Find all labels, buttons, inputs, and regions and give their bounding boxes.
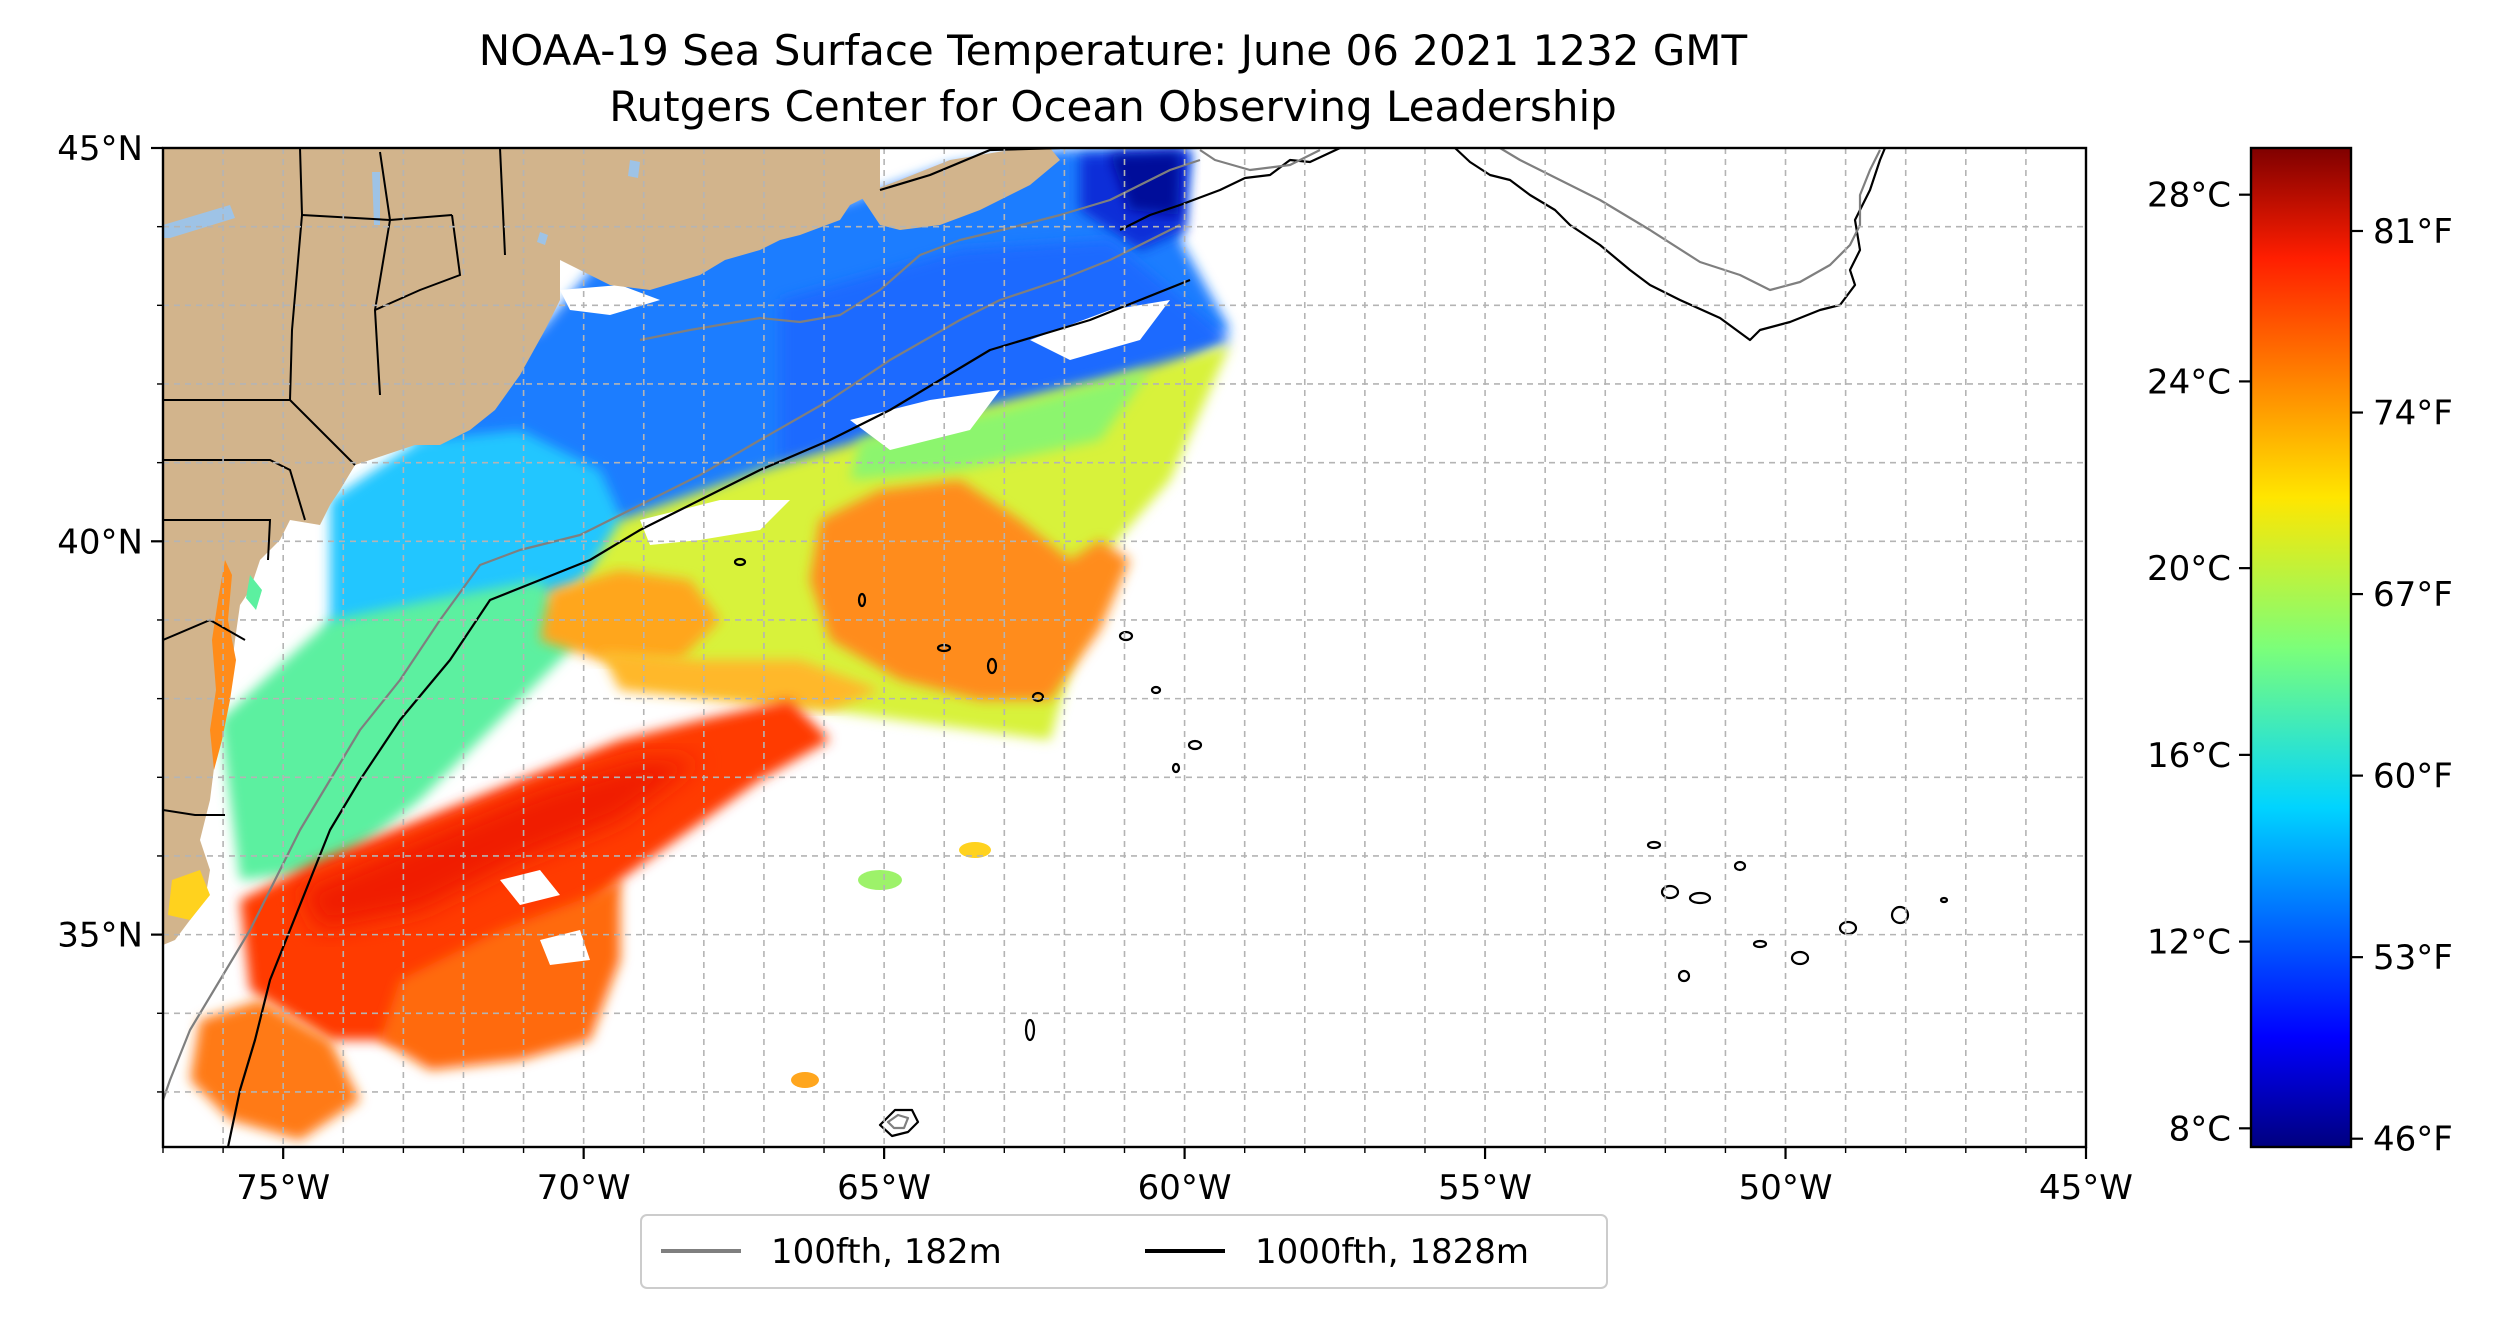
figure-title-line2: Rutgers Center for Ocean Observing Leade… <box>609 82 1617 131</box>
lon-tick-label: 65°W <box>837 1168 931 1208</box>
sst-isolated-patch-3 <box>791 1072 819 1088</box>
colorbar-celsius-label: 20°C <box>2147 549 2231 589</box>
pamlico-sound <box>168 870 210 920</box>
sst-isolated-patch-2 <box>959 842 991 858</box>
colorbar-fahrenheit-label: 46°F <box>2373 1120 2453 1160</box>
legend-label-1000fth: 1000fth, 1828m <box>1255 1232 1529 1272</box>
legend-label-100fth: 100fth, 182m <box>771 1232 1002 1272</box>
colorbar-celsius-label: 12°C <box>2147 923 2231 963</box>
colorbar-gradient <box>2249 146 2353 1149</box>
map-gridlines <box>163 148 2086 1147</box>
lake-ontario-edge <box>163 205 235 238</box>
isobath-1000fth-main <box>226 278 1191 1147</box>
land-north-america <box>163 148 880 945</box>
cloud-gap-6 <box>540 930 590 965</box>
colorbar-fahrenheit-axis: 46°F 53°F 60°F 67°F 74°F 81°F <box>2351 212 2453 1160</box>
isobath-100fth-gulf-maine <box>639 158 1201 342</box>
legend-box <box>640 1214 1608 1289</box>
cloud-gap-2 <box>850 390 1000 450</box>
bermuda-outline <box>878 1108 920 1138</box>
colorbar-celsius-label: 28°C <box>2147 176 2231 216</box>
colorbar-fahrenheit-label: 81°F <box>2373 212 2453 252</box>
colorbar-fahrenheit-label: 67°F <box>2373 575 2453 615</box>
sst-isolated-patch <box>858 870 902 890</box>
sst-green-shelf-south <box>220 580 580 880</box>
colorbar-celsius-axis: 8°C 12°C 16°C 20°C 24°C 28°C <box>2147 176 2251 1149</box>
land-nova-scotia <box>860 148 1060 230</box>
isobath-100fth-north <box>1199 148 1881 292</box>
lon-tick-label: 60°W <box>1138 1168 1232 1208</box>
colorbar-celsius-label: 8°C <box>2169 1109 2231 1149</box>
colorbar-celsius-label: 24°C <box>2147 362 2231 402</box>
sst-swath <box>190 150 1230 1140</box>
colorbar-fahrenheit-label: 60°F <box>2373 757 2453 797</box>
lat-tick-label: 40°N <box>57 522 143 562</box>
bermuda-shelf <box>886 1113 910 1130</box>
lake-champlain <box>372 172 380 225</box>
sst-green-slope <box>850 370 1150 480</box>
cloud-gap-5 <box>500 870 560 905</box>
colorbar: 8°C 12°C 16°C 20°C 24°C 28°C 46°F 53°F 60°F 67°F… <box>2147 146 2453 1160</box>
latitude-axis: 45°N 40°N 35°N <box>57 129 163 1093</box>
longitude-axis: 75°W 70°W 65°W 60°W 55°W 50°W 45°W <box>162 1147 2133 1208</box>
sst-filament <box>600 650 880 710</box>
colorbar-celsius-label: 16°C <box>2147 736 2231 776</box>
lon-tick-label: 55°W <box>1438 1168 1532 1208</box>
figure-title-line1: NOAA-19 Sea Surface Temperature: June 06… <box>479 26 1748 75</box>
lon-tick-label: 70°W <box>537 1168 631 1208</box>
sst-gulf-stream-core <box>300 760 700 930</box>
lon-tick-label: 45°W <box>2039 1168 2133 1208</box>
colorbar-fahrenheit-label: 53°F <box>2373 938 2453 978</box>
colorbar-fahrenheit-label: 74°F <box>2373 394 2453 434</box>
lon-tick-label: 50°W <box>1739 1168 1833 1208</box>
sst-sargasso-orange <box>380 880 620 1070</box>
sst-south-patches <box>190 1000 360 1140</box>
lake-winnipesaukee <box>537 232 548 245</box>
cloud-gap-3 <box>1030 300 1170 360</box>
lat-tick-label: 45°N <box>57 129 143 169</box>
map-panel <box>163 148 2086 1147</box>
lon-tick-label: 75°W <box>236 1168 330 1208</box>
legend: 100fth, 182m 1000fth, 1828m <box>640 1214 1608 1289</box>
delaware-bay <box>246 575 262 610</box>
sst-warm-ring-east <box>810 480 1130 700</box>
lake-moosehead <box>628 160 640 178</box>
cloud-gap-4 <box>560 285 660 315</box>
isobath-100fth-main <box>163 224 1181 1101</box>
lat-tick-label: 35°N <box>57 916 143 956</box>
sst-warm-ring-west <box>540 570 720 660</box>
state-borders <box>163 148 506 816</box>
sst-gulf-stream <box>240 700 830 1040</box>
